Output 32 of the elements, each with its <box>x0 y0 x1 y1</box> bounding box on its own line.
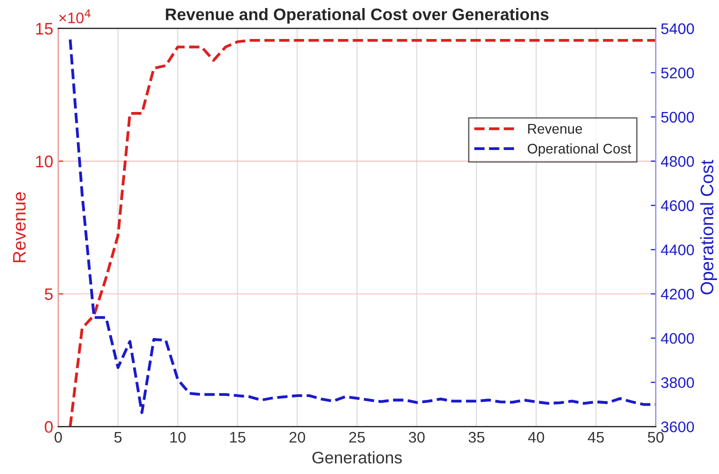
x-tick-label: 45 <box>588 432 604 443</box>
x-tick-label: 25 <box>349 432 365 443</box>
y2-tick-label: 5400 <box>661 23 694 34</box>
y-tick-label: 5 <box>44 288 53 300</box>
y2-tick-label: 3800 <box>661 377 694 388</box>
y2-axis-title: Operational Cost <box>700 160 717 294</box>
x-tick-label: 50 <box>648 432 664 443</box>
y2-tick-label: 4400 <box>660 244 694 256</box>
y2-tick-label: 5000 <box>661 112 694 123</box>
x-tick-label: 10 <box>170 432 186 443</box>
y2-tick-label: 4200 <box>660 288 694 300</box>
x-axis-title: Generations <box>312 451 402 464</box>
x-tick-label: 40 <box>528 432 544 443</box>
y-tick-label: 15 <box>36 23 53 35</box>
x-tick-label: 30 <box>408 432 425 443</box>
x-tick-label: 5 <box>114 432 122 443</box>
y-tick-label: 10 <box>36 156 53 168</box>
y2-tick-label: 5200 <box>661 68 694 78</box>
text: ×10$^{4}$ <box>59 10 91 24</box>
y2-tick-label: 4800 <box>660 156 694 167</box>
y2-tick-label: 4600 <box>660 200 694 212</box>
x-tick-label: 35 <box>468 432 484 443</box>
x-tick-label: 15 <box>230 432 246 443</box>
y2-tick-label: 3600 <box>661 421 694 432</box>
y-tick-label: 0 <box>44 421 53 433</box>
x-tick-label: 0 <box>54 432 62 443</box>
y-axis-title: Revenue <box>13 192 26 262</box>
y2-tick-label: 4000 <box>660 332 694 344</box>
legend-label: Revenue <box>528 124 582 134</box>
x-tick-label: 20 <box>290 432 306 443</box>
legend-label: Operational Cost <box>528 143 632 156</box>
chart-title: Revenue and Operational Cost over Generations <box>166 8 548 24</box>
